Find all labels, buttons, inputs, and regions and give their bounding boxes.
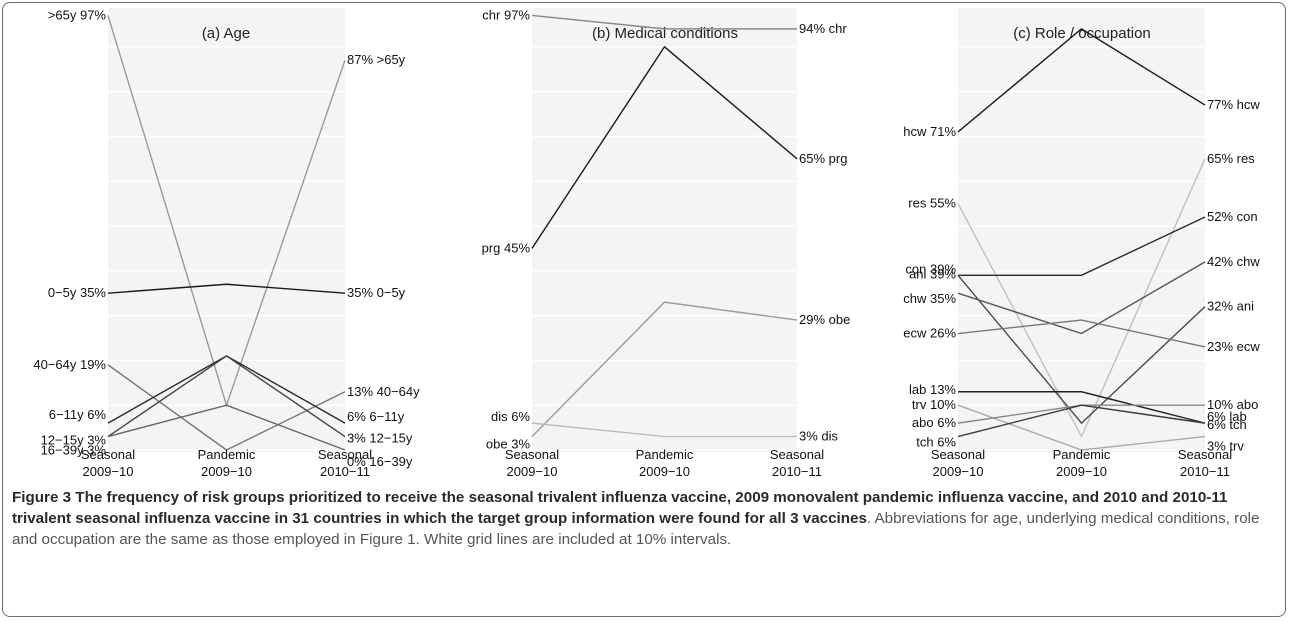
x-tick-label: Seasonal 2009−10 xyxy=(931,447,985,479)
label-left-trv: trv 10% xyxy=(912,397,957,412)
label-right-ani: 32% ani xyxy=(1207,299,1254,314)
label-right-prg: 65% prg xyxy=(799,151,847,166)
caption-title: The frequency of risk groups prioritized… xyxy=(12,489,1228,527)
series-line-12−15y xyxy=(107,355,346,438)
label-left-16−39y: 16−39y 3% xyxy=(41,443,107,458)
x-tick-label: Seasonal 2009−10 xyxy=(81,447,135,479)
series-line-res xyxy=(957,158,1206,439)
caption-body: . Abbreviations for age, underlying medi… xyxy=(12,510,1260,548)
series-line-0−5y xyxy=(107,283,346,294)
series-line-hcw xyxy=(957,28,1206,133)
label-right-6−11y: 6% 6−11y xyxy=(347,409,405,424)
label-right-chw: 42% chw xyxy=(1207,254,1260,269)
label-right-obe: 29% obe xyxy=(799,312,850,327)
series-line-tch xyxy=(957,404,1206,438)
x-tick-label: Pandemic 2009−10 xyxy=(1053,447,1111,479)
label-left-con: con 39% xyxy=(905,261,956,276)
x-tick-label: Pandemic 2009−10 xyxy=(636,447,694,479)
label-right-12−15y: 3% 12−15y xyxy=(347,431,413,446)
label-left-abo: abo 6% xyxy=(912,415,957,430)
figure-charts: (a) Age >65y 97% 87% >65y 0−5y 35% 35% 0−5y 4… xyxy=(33,7,1260,479)
label-left-res: res 55% xyxy=(908,196,956,211)
label-left-prg: prg 45% xyxy=(482,240,531,255)
label-left-chw: chw 35% xyxy=(903,291,956,306)
x-tick-label: Seasonal 2010−11 xyxy=(1178,447,1232,479)
x-tick-label: Seasonal 2009−10 xyxy=(505,447,559,479)
label-left->65y: >65y 97% xyxy=(48,7,107,22)
series-line-chw xyxy=(957,261,1206,335)
series-line-obe xyxy=(531,301,798,438)
x-tick-label: Pandemic 2009−10 xyxy=(198,447,256,479)
label-right-40−64y: 13% 40−64y xyxy=(347,384,420,399)
x-tick-label: Seasonal 2010−11 xyxy=(318,447,372,479)
label-right-ecw: 23% ecw xyxy=(1207,339,1260,354)
label-left-tch: tch 6% xyxy=(916,435,956,450)
series-line-ecw xyxy=(957,319,1206,348)
series-line-ani xyxy=(957,274,1206,425)
label-left-chr: chr 97% xyxy=(482,7,530,22)
label-left-hcw: hcw 71% xyxy=(903,124,956,139)
label-left-6−11y: 6−11y 6% xyxy=(49,407,107,422)
series-line-16−39y xyxy=(107,404,346,451)
plot-background-1 xyxy=(108,8,345,452)
label-right-lab: 6% lab xyxy=(1207,409,1247,424)
plot-background-3 xyxy=(958,8,1205,452)
series-line-40−64y xyxy=(107,364,346,451)
label-right-trv: 3% trv xyxy=(1207,439,1244,454)
label-right-hcw: 77% hcw xyxy=(1207,97,1260,112)
label-left-40−64y: 40−64y 19% xyxy=(33,357,106,372)
label-right->65y: 87% >65y xyxy=(347,52,406,67)
label-left-0−5y: 0−5y 35% xyxy=(48,285,107,300)
label-right-chr: 94% chr xyxy=(799,21,847,36)
label-right-abo: 10% abo xyxy=(1207,397,1258,412)
label-right-tch: 6% tch xyxy=(1207,417,1247,432)
series-line-dis xyxy=(531,422,797,438)
panel-title-1: (a) Age xyxy=(202,25,250,42)
label-right-res: 65% res xyxy=(1207,151,1255,166)
panel-title-2: (b) Medical conditions xyxy=(592,25,738,42)
label-left-lab: lab 13% xyxy=(909,382,956,397)
caption-figure-label: Figure 3 xyxy=(12,489,72,506)
label-right-16−39y: 0% 16−39y xyxy=(347,454,413,469)
label-right-0−5y: 35% 0−5y xyxy=(347,285,406,300)
series-line-con xyxy=(958,216,1206,276)
plot-background-2 xyxy=(532,8,797,452)
series-line-trv xyxy=(957,404,1206,451)
label-left-12−15y: 12−15y 3% xyxy=(41,433,107,448)
series-line-lab xyxy=(958,391,1206,424)
series-line-prg xyxy=(531,45,798,249)
label-right-dis: 3% dis xyxy=(799,429,839,444)
series-line-chr xyxy=(531,14,797,30)
panel-title-3: (c) Role / occupation xyxy=(1013,25,1151,42)
label-left-obe: obe 3% xyxy=(486,437,531,452)
label-left-ecw: ecw 26% xyxy=(903,326,956,341)
x-tick-label: Seasonal 2010−11 xyxy=(770,447,824,479)
label-right-con: 52% con xyxy=(1207,209,1258,224)
label-left-ani: ani 39% xyxy=(909,266,956,281)
figure-caption: Figure 3 The frequency of risk groups pr… xyxy=(12,487,1277,550)
label-left-dis: dis 6% xyxy=(491,409,530,424)
